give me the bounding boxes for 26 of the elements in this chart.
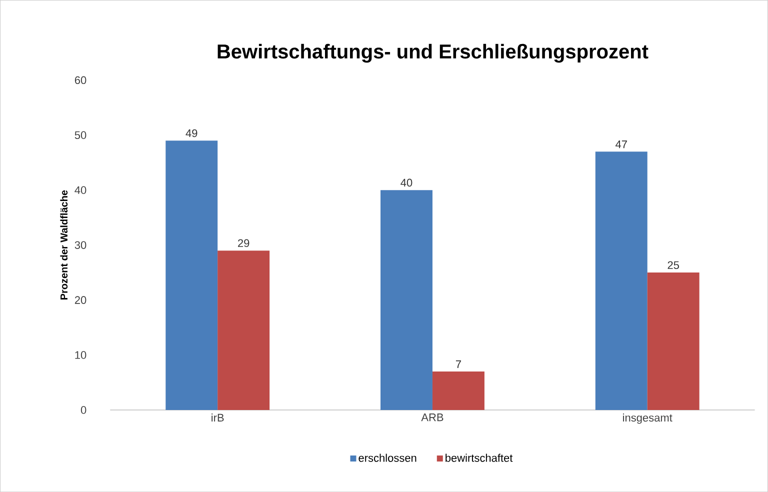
y-tick-label: 40: [74, 186, 86, 194]
data-label: 47: [616, 140, 627, 148]
y-tick-label: 30: [74, 241, 86, 249]
x-tick-label: ARB: [421, 413, 444, 422]
data-label: 49: [186, 129, 198, 138]
bar: [166, 140, 218, 410]
y-tick-label: 50: [74, 131, 86, 139]
legend-label: bewirtschaftet: [446, 454, 513, 462]
bar: [432, 371, 484, 410]
bar: [595, 152, 648, 410]
chart-title: Bewirtschaftungs- und Erschließungsprozent: [218, 44, 648, 63]
bar: [647, 272, 700, 410]
bar: [218, 250, 270, 410]
x-tick-label: irB: [212, 413, 224, 422]
x-tick-label: insgesamt: [623, 413, 672, 424]
data-label: 25: [668, 261, 679, 269]
y-tick-label: 10: [75, 351, 86, 359]
legend-label: erschlossen: [358, 454, 416, 462]
data-label: 40: [400, 178, 412, 187]
data-label: 29: [238, 239, 250, 247]
y-tick-label: 60: [74, 76, 86, 84]
data-label: 7: [456, 360, 461, 368]
y-tick-label: 0: [80, 406, 86, 414]
y-tick-label: 20: [74, 296, 86, 304]
bar: [380, 190, 432, 410]
y-axis-title: Prozent der Waldfläche: [60, 190, 68, 300]
